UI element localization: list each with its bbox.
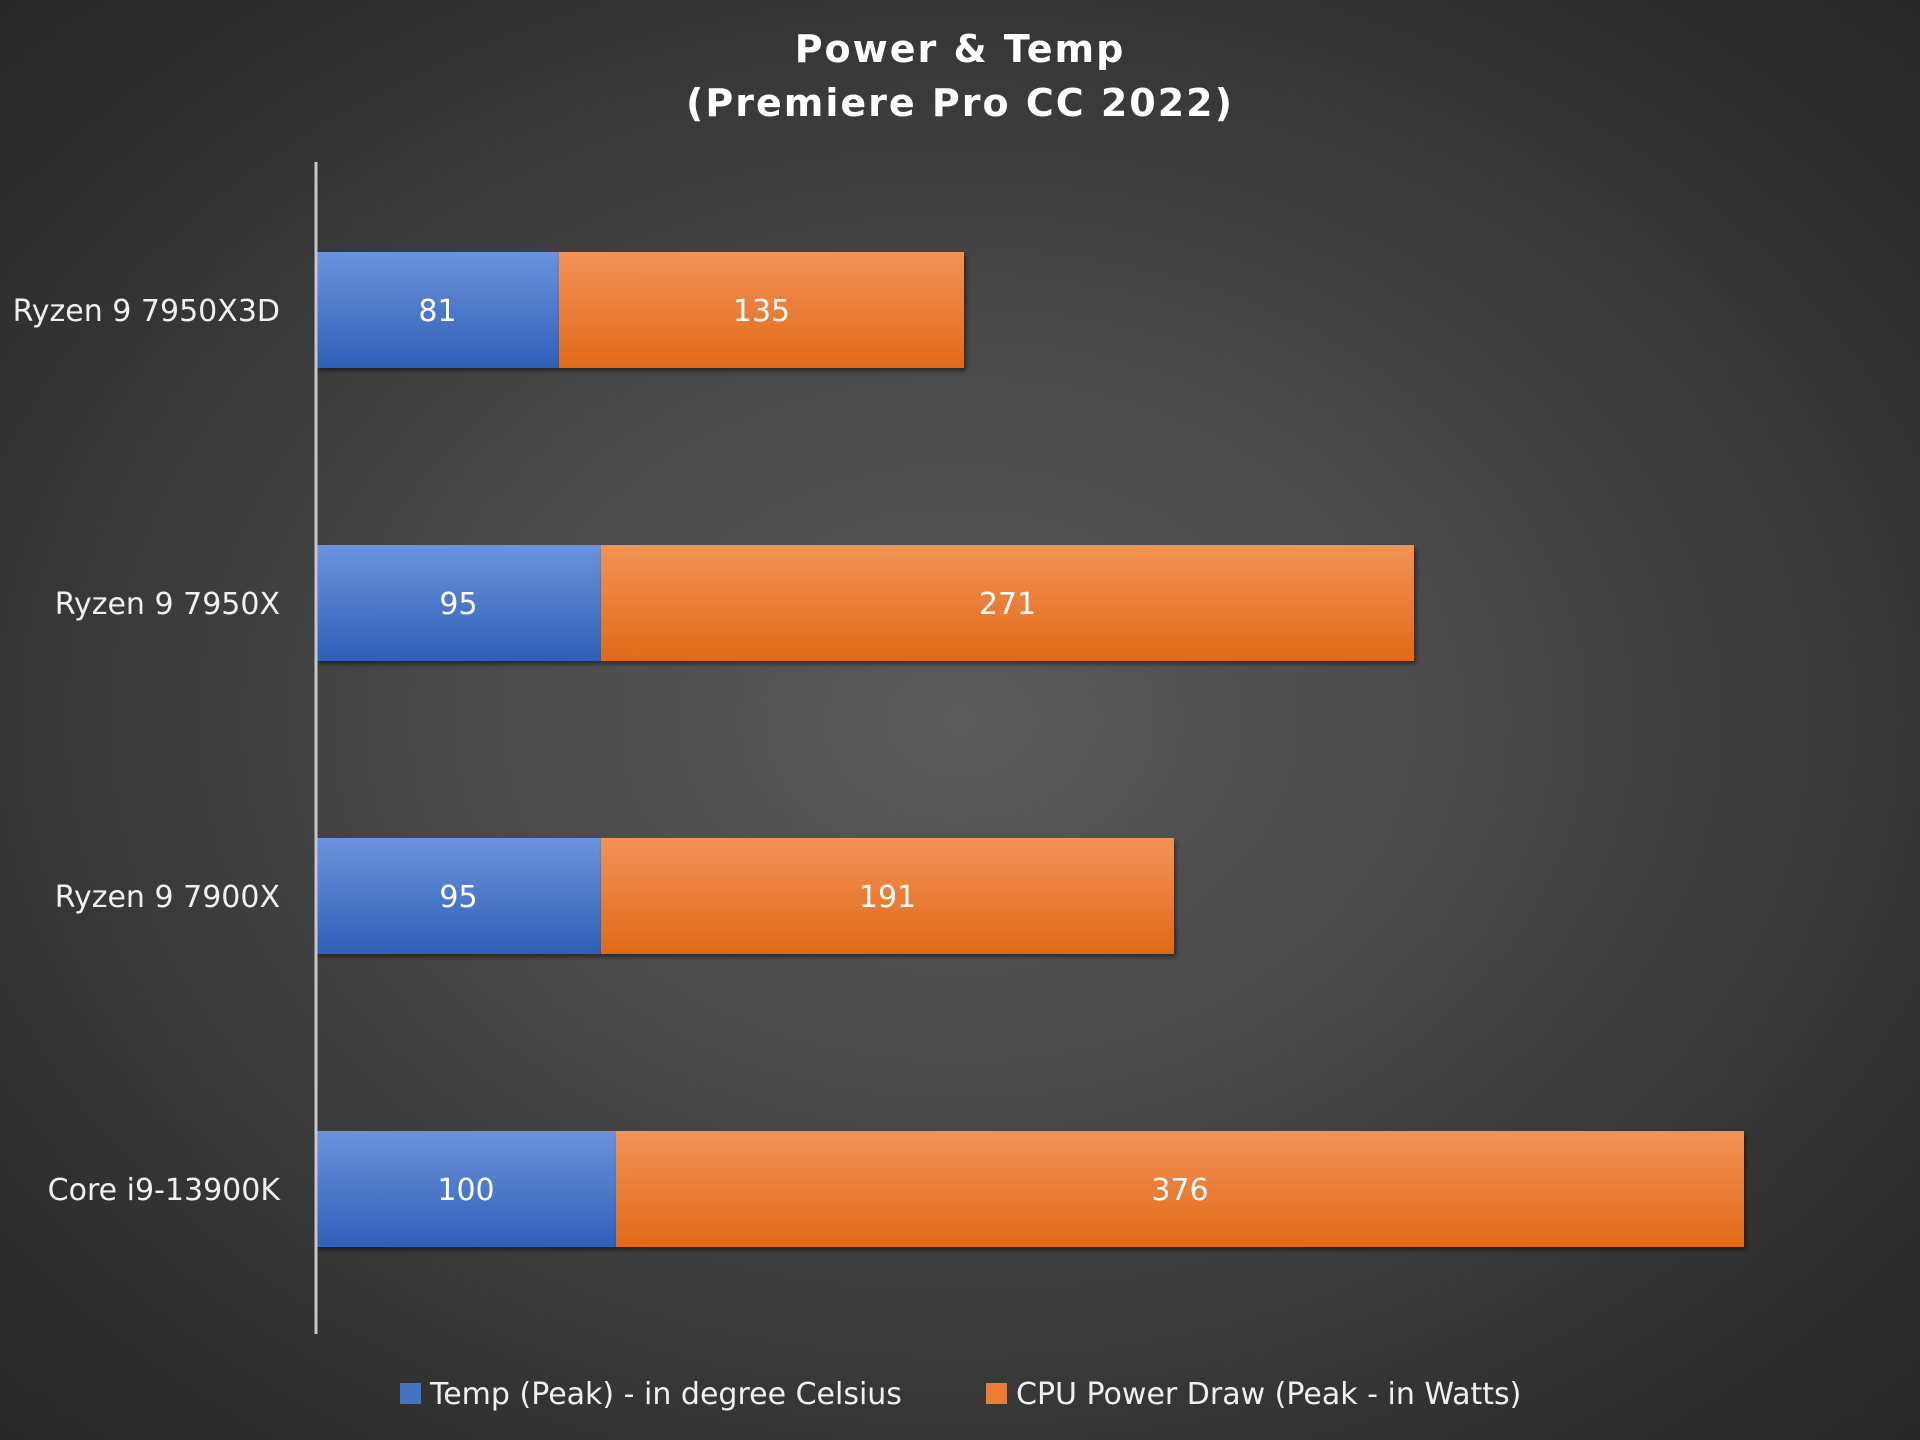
category-label: Ryzen 9 7950X: [55, 587, 280, 622]
bar-temp: [316, 545, 601, 661]
bar-temp: [316, 1131, 616, 1247]
data-label: 271: [979, 587, 1036, 622]
category-labels: Ryzen 9 7950X3D Ryzen 9 7950X Ryzen 9 7900…: [13, 294, 282, 1208]
bar-temp: [316, 838, 601, 954]
legend-label: Temp (Peak) - in degree Celsius: [429, 1377, 902, 1412]
data-label: 135: [733, 294, 790, 329]
data-label: 191: [859, 880, 916, 915]
bar-temp: [316, 252, 559, 368]
bar-power: [601, 545, 1414, 661]
chart-subtitle: (Premiere Pro CC 2022): [686, 81, 1234, 125]
legend-swatch: [986, 1383, 1007, 1404]
category-label: Ryzen 9 7950X3D: [13, 294, 280, 329]
chart-title: Power & Temp: [795, 27, 1126, 71]
legend: Temp (Peak) - in degree Celsius CPU Power…: [400, 1377, 1521, 1412]
legend-label: CPU Power Draw (Peak - in Watts): [1016, 1377, 1521, 1412]
category-label: Core i9-13900K: [48, 1173, 282, 1208]
data-label: 95: [439, 587, 477, 622]
bars: [316, 252, 1744, 1247]
data-label: 376: [1151, 1173, 1208, 1208]
data-label: 81: [418, 294, 456, 329]
bar-power: [601, 838, 1174, 954]
data-labels: 81 135 95 271 95 191 100 376: [418, 294, 1208, 1208]
data-label: 100: [437, 1173, 494, 1208]
bar-power: [559, 252, 964, 368]
legend-swatch: [400, 1383, 421, 1404]
bar-power: [616, 1131, 1744, 1247]
data-label: 95: [439, 880, 477, 915]
category-label: Ryzen 9 7900X: [55, 880, 280, 915]
